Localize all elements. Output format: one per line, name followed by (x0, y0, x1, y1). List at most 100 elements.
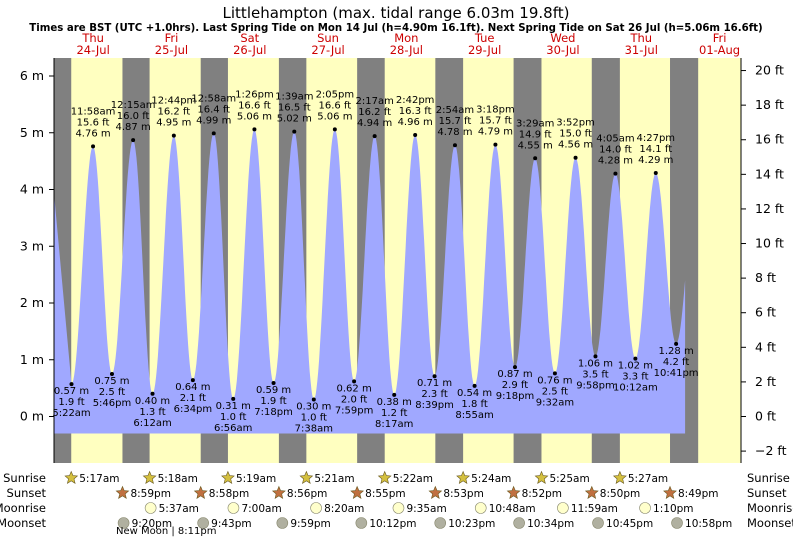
moonset-icon (355, 517, 368, 529)
tide-label: 15.7 ft (479, 116, 512, 127)
tide-label: 15.6 ft (77, 117, 110, 128)
tide-label: 1.0 ft (220, 412, 246, 423)
tide-label: 2.0 ft (341, 394, 367, 405)
sunrise-time: 5:17am (79, 473, 119, 485)
tide-label: 0.54 m (457, 388, 492, 399)
astro-row-label-right: Moonset (747, 516, 793, 530)
sunset-icon (663, 485, 677, 499)
moonrise-icon (227, 502, 240, 514)
tide-label: 0.87 m (497, 369, 532, 380)
tide-point (573, 155, 578, 160)
moonrise-time: 1:10pm (653, 503, 693, 515)
tide-label: 12:15am (111, 100, 156, 111)
tide-curve (53, 129, 686, 434)
tide-label: 1.3 ft (139, 407, 165, 418)
left-tick-label: 6 m (20, 68, 44, 83)
tide-point (653, 171, 658, 176)
tide-label: 4:27pm (636, 133, 675, 144)
tide-label: 8:39pm (415, 400, 454, 411)
left-tick-label: 5 m (20, 125, 44, 140)
moonset-time: 10:12pm (369, 518, 416, 530)
tide-point (432, 374, 437, 379)
tide-point (352, 379, 357, 384)
tide-label: 5:22am (52, 408, 90, 419)
tide-label: 16.3 ft (399, 106, 432, 117)
tide-label: 16.5 ft (278, 103, 311, 114)
tide-point (413, 133, 418, 138)
sunrise-icon (612, 470, 627, 484)
tide-label: 12:44pm (151, 96, 196, 107)
tide-point (91, 144, 96, 149)
tide-label: 1:26pm (235, 89, 274, 100)
sunset-time: 8:50pm (600, 488, 640, 500)
sunset-time: 8:53pm (443, 488, 483, 500)
tide-point (109, 371, 114, 376)
tide-label: 4.2 ft (663, 357, 689, 368)
sunset-time: 8:49pm (678, 488, 718, 500)
astro-row-label-left: Sunrise (3, 471, 46, 485)
tide-label: 2.1 ft (180, 393, 206, 404)
tide-label: 6:56am (214, 423, 252, 434)
tide-label: 7:18pm (254, 407, 293, 418)
sunset-time: 8:59pm (130, 488, 170, 500)
tide-label: 0.64 m (175, 382, 210, 393)
tide-point (131, 138, 136, 143)
right-tick-label: −2 ft (755, 443, 787, 458)
day-header-dow: Fri (713, 31, 727, 45)
tide-point (452, 143, 457, 148)
right-tick-label: 8 ft (755, 270, 776, 285)
day-header-dow: Mon (394, 31, 418, 45)
day-header-date: 25-Jul (155, 43, 188, 57)
left-tick-label: 2 m (20, 295, 44, 310)
tide-point (512, 365, 517, 370)
sunrise-time: 5:24am (471, 473, 511, 485)
tide-point (150, 391, 155, 396)
tide-label: 8:55am (455, 410, 493, 421)
tide-point (190, 378, 195, 383)
tide-point (472, 383, 477, 388)
tide-point (533, 156, 538, 161)
sunrise-icon (64, 470, 79, 484)
right-tick-label: 18 ft (755, 97, 784, 112)
chart-subtitle: Times are BST (UTC +1.0hrs). Last Spring… (29, 23, 762, 34)
moonset-icon (276, 517, 289, 529)
moonrise-time: 7:00am (241, 503, 281, 515)
right-tick-label: 4 ft (755, 339, 776, 354)
day-header-dow: Thu (81, 31, 104, 45)
tide-point (271, 381, 276, 386)
tide-label: 1.06 m (578, 358, 613, 369)
tide-point (552, 371, 557, 376)
tide-label: 5.06 m (237, 111, 272, 122)
tide-label: 16.2 ft (157, 107, 190, 118)
tide-point (613, 171, 618, 176)
tide-label: 0.40 m (135, 396, 170, 407)
tide-label: 1.28 m (659, 346, 694, 357)
tide-label: 7:38am (295, 423, 333, 434)
moonrise-time: 11:59am (571, 503, 618, 515)
day-header-date: 28-Jul (390, 43, 423, 57)
sunrise-time: 5:19am (236, 473, 276, 485)
tide-label: 3:18pm (476, 105, 515, 116)
tide-label: 0.38 m (377, 397, 412, 408)
tide-label: 5.02 m (277, 114, 312, 125)
tide-label: 2.9 ft (502, 380, 528, 391)
tide-label: 2.5 ft (99, 387, 125, 398)
day-header-date: 01-Aug (699, 43, 740, 57)
tide-label: 16.0 ft (117, 111, 150, 122)
tide-point (292, 129, 297, 134)
tide-label: 15.7 ft (439, 116, 472, 127)
sunrise-icon (142, 470, 157, 484)
day-header-dow: Thu (629, 31, 652, 45)
sunset-icon (506, 485, 521, 499)
tide-point (372, 134, 377, 139)
daylight-band (698, 58, 741, 463)
tide-label: 1.9 ft (260, 396, 286, 407)
tide-label: 15.0 ft (559, 129, 592, 140)
tide-label: 5.06 m (317, 111, 352, 122)
moonset-time: 9:20pm (132, 518, 172, 530)
moonrise-time: 9:35am (406, 503, 446, 515)
tide-label: 10:41pm (654, 368, 699, 379)
tide-point (493, 142, 498, 147)
